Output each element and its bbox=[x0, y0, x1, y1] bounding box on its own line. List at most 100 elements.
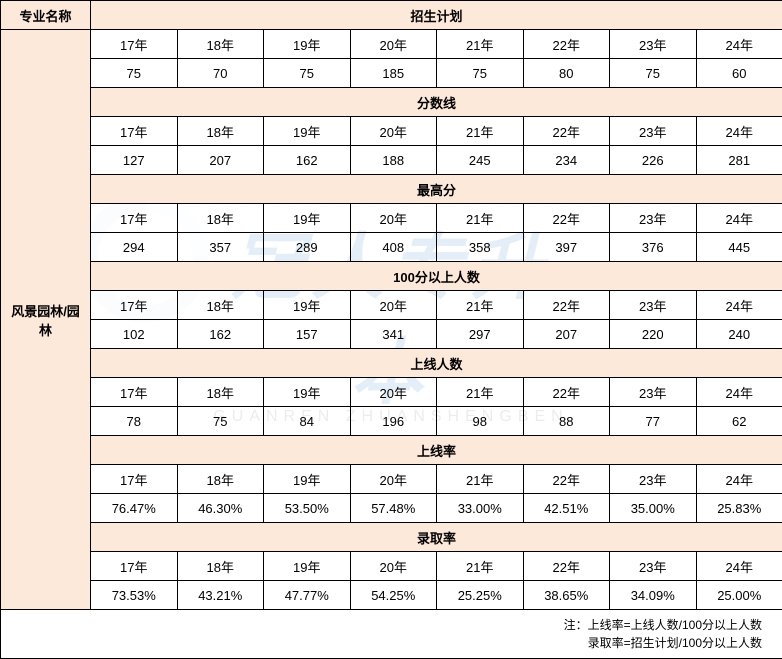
year-cell: 21年 bbox=[437, 291, 524, 320]
value-cell: 75 bbox=[91, 59, 178, 88]
year-cell: 18年 bbox=[177, 465, 264, 494]
value-cell: 77 bbox=[610, 407, 697, 436]
year-cell: 18年 bbox=[177, 378, 264, 407]
value-cell: 357 bbox=[177, 233, 264, 262]
section-header-5: 上线率 bbox=[91, 436, 782, 465]
year-cell: 23年 bbox=[610, 465, 697, 494]
year-cell: 24年 bbox=[696, 465, 782, 494]
section-header-1: 分数线 bbox=[91, 88, 782, 117]
value-cell: 281 bbox=[696, 146, 782, 175]
year-cell: 23年 bbox=[610, 291, 697, 320]
year-cell: 20年 bbox=[350, 291, 437, 320]
value-cell: 289 bbox=[264, 233, 351, 262]
value-cell: 80 bbox=[523, 59, 610, 88]
value-row-6: 73.53% 43.21% 47.77% 54.25% 25.25% 38.65… bbox=[1, 581, 782, 610]
year-row-1: 17年 18年 19年 20年 21年 22年 23年 24年 bbox=[1, 117, 782, 146]
value-cell: 60 bbox=[696, 59, 782, 88]
section-header-row-4: 上线人数 bbox=[1, 349, 782, 378]
value-cell: 33.00% bbox=[437, 494, 524, 523]
value-cell: 78 bbox=[91, 407, 178, 436]
year-cell: 22年 bbox=[523, 117, 610, 146]
value-cell: 245 bbox=[437, 146, 524, 175]
value-cell: 196 bbox=[350, 407, 437, 436]
section-header-0: 招生计划 bbox=[91, 1, 782, 30]
section-header-2: 最高分 bbox=[91, 175, 782, 204]
year-cell: 20年 bbox=[350, 552, 437, 581]
footnote-line2: 录取率=招生计划/100分以上人数 bbox=[588, 636, 762, 650]
year-cell: 24年 bbox=[696, 291, 782, 320]
value-cell: 75 bbox=[264, 59, 351, 88]
year-cell: 20年 bbox=[350, 204, 437, 233]
year-cell: 21年 bbox=[437, 117, 524, 146]
year-cell: 18年 bbox=[177, 552, 264, 581]
value-cell: 76.47% bbox=[91, 494, 178, 523]
year-cell: 20年 bbox=[350, 378, 437, 407]
year-row-5: 17年 18年 19年 20年 21年 22年 23年 24年 bbox=[1, 465, 782, 494]
year-cell: 24年 bbox=[696, 378, 782, 407]
value-cell: 445 bbox=[696, 233, 782, 262]
year-cell: 21年 bbox=[437, 552, 524, 581]
value-row-5: 76.47% 46.30% 53.50% 57.48% 33.00% 42.51… bbox=[1, 494, 782, 523]
value-cell: 358 bbox=[437, 233, 524, 262]
section-header-row-1: 分数线 bbox=[1, 88, 782, 117]
year-cell: 24年 bbox=[696, 204, 782, 233]
value-cell: 53.50% bbox=[264, 494, 351, 523]
value-cell: 42.51% bbox=[523, 494, 610, 523]
value-cell: 47.77% bbox=[264, 581, 351, 610]
footnote-cell: 注：上线率=上线人数/100分以上人数 录取率=招生计划/100分以上人数 bbox=[1, 610, 782, 659]
value-cell: 185 bbox=[350, 59, 437, 88]
year-cell: 17年 bbox=[91, 291, 178, 320]
value-cell: 297 bbox=[437, 320, 524, 349]
value-cell: 54.25% bbox=[350, 581, 437, 610]
value-cell: 75 bbox=[610, 59, 697, 88]
year-cell: 21年 bbox=[437, 378, 524, 407]
major-name-header: 专业名称 bbox=[1, 1, 91, 30]
value-cell: 127 bbox=[91, 146, 178, 175]
data-table: 专业名称 招生计划 风景园林/园林 17年 18年 19年 20年 21年 22… bbox=[0, 0, 782, 659]
year-cell: 19年 bbox=[264, 117, 351, 146]
year-cell: 17年 bbox=[91, 378, 178, 407]
value-cell: 62 bbox=[696, 407, 782, 436]
year-cell: 22年 bbox=[523, 30, 610, 59]
major-value: 风景园林/园林 bbox=[1, 30, 91, 610]
section-header-row-6: 录取率 bbox=[1, 523, 782, 552]
year-cell: 22年 bbox=[523, 204, 610, 233]
year-cell: 24年 bbox=[696, 30, 782, 59]
year-cell: 17年 bbox=[91, 465, 178, 494]
value-cell: 25.83% bbox=[696, 494, 782, 523]
value-cell: 88 bbox=[523, 407, 610, 436]
year-cell: 21年 bbox=[437, 30, 524, 59]
value-cell: 25.25% bbox=[437, 581, 524, 610]
year-cell: 23年 bbox=[610, 204, 697, 233]
value-cell: 294 bbox=[91, 233, 178, 262]
value-cell: 75 bbox=[437, 59, 524, 88]
value-row-4: 78 75 84 196 98 88 77 62 bbox=[1, 407, 782, 436]
value-cell: 162 bbox=[177, 320, 264, 349]
value-row-3: 102 162 157 341 297 207 220 240 bbox=[1, 320, 782, 349]
year-cell: 19年 bbox=[264, 552, 351, 581]
year-cell: 24年 bbox=[696, 117, 782, 146]
value-cell: 220 bbox=[610, 320, 697, 349]
section-header-6: 录取率 bbox=[91, 523, 782, 552]
year-cell: 21年 bbox=[437, 204, 524, 233]
year-row-3: 17年 18年 19年 20年 21年 22年 23年 24年 bbox=[1, 291, 782, 320]
footnote-line1: 注：上线率=上线人数/100分以上人数 bbox=[564, 618, 762, 632]
year-cell: 17年 bbox=[91, 552, 178, 581]
value-cell: 43.21% bbox=[177, 581, 264, 610]
value-cell: 234 bbox=[523, 146, 610, 175]
year-cell: 20年 bbox=[350, 117, 437, 146]
year-cell: 22年 bbox=[523, 291, 610, 320]
year-cell: 24年 bbox=[696, 552, 782, 581]
value-row-0: 75 70 75 185 75 80 75 60 bbox=[1, 59, 782, 88]
year-cell: 17年 bbox=[91, 204, 178, 233]
year-cell: 17年 bbox=[91, 30, 178, 59]
value-cell: 157 bbox=[264, 320, 351, 349]
year-cell: 18年 bbox=[177, 291, 264, 320]
year-cell: 23年 bbox=[610, 552, 697, 581]
year-row-4: 17年 18年 19年 20年 21年 22年 23年 24年 bbox=[1, 378, 782, 407]
value-row-1: 127 207 162 188 245 234 226 281 bbox=[1, 146, 782, 175]
year-cell: 20年 bbox=[350, 465, 437, 494]
year-cell: 17年 bbox=[91, 117, 178, 146]
year-cell: 18年 bbox=[177, 204, 264, 233]
value-cell: 34.09% bbox=[610, 581, 697, 610]
